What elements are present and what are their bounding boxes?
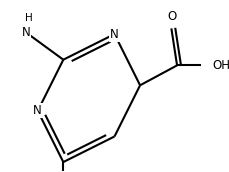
Text: N: N (33, 104, 42, 117)
Text: O: O (167, 10, 176, 23)
Text: H: H (25, 13, 33, 23)
Text: OH: OH (211, 59, 229, 72)
Text: N: N (22, 26, 31, 39)
Text: N: N (110, 28, 118, 41)
